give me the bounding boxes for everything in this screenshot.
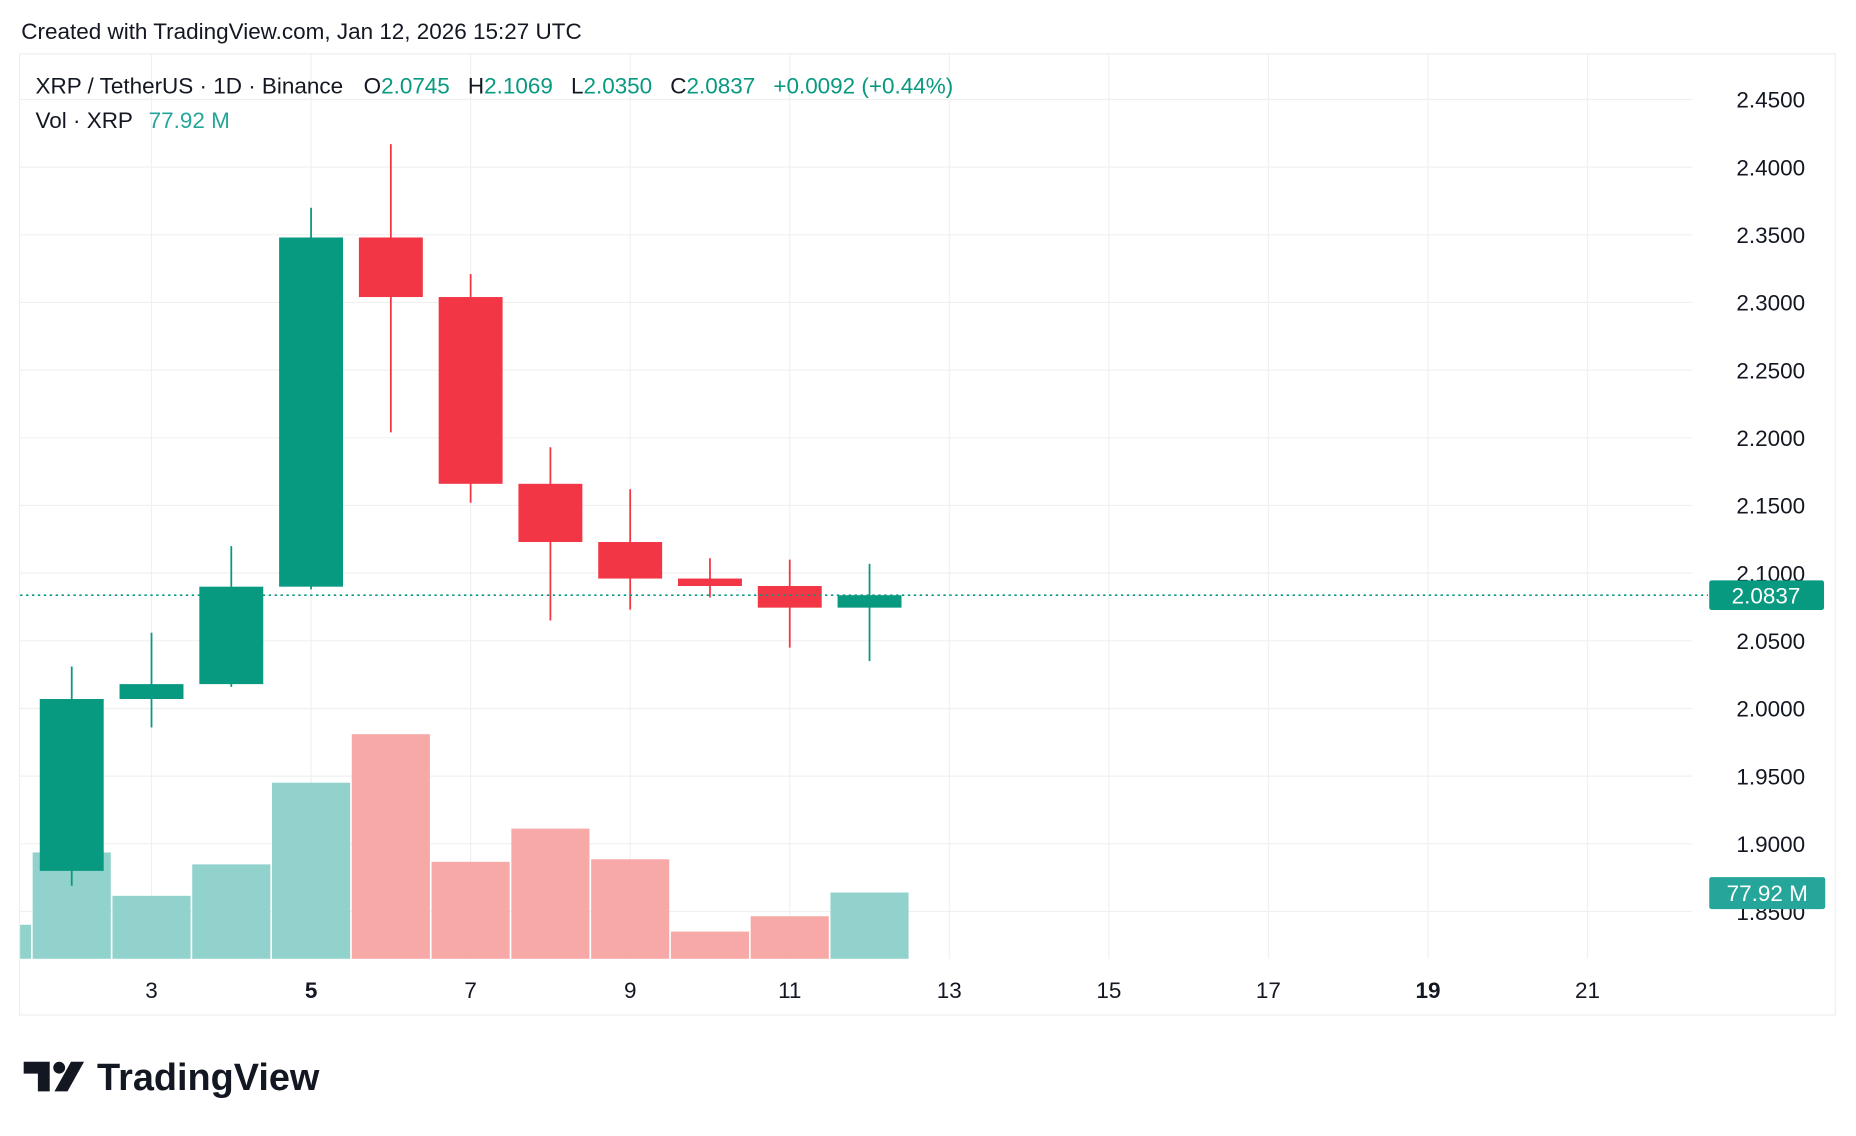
time-tick-label: 9 [624, 978, 637, 1003]
candle-body [757, 585, 822, 608]
created-with-text: Created with TradingView.com, Jan 12, 20… [21, 19, 581, 44]
legend: XRP / TetherUS · 1D · Binance O2.0745 H2… [36, 74, 954, 133]
volume-bar [272, 782, 351, 959]
candle [757, 559, 822, 648]
candle-body [199, 586, 264, 685]
candle-body [678, 578, 742, 586]
legend-open: 2.0745 [381, 74, 450, 99]
price-tag: 2.0837 [1709, 580, 1825, 610]
price-tick-label: 2.2500 [1736, 358, 1805, 383]
time-axis[interactable]: 3 5 7 9 11 13 15 17 19 21 [145, 978, 1600, 1003]
price-tag-text: 2.0837 [1732, 583, 1801, 608]
price-tick-label: 2.2000 [1736, 426, 1805, 451]
candle-body [598, 542, 663, 579]
candle [358, 144, 423, 433]
legend-low: 2.0350 [583, 74, 652, 99]
time-tick-label: 21 [1575, 978, 1600, 1003]
time-tick-label: 15 [1096, 978, 1121, 1003]
candles [39, 144, 902, 886]
candle-body [837, 595, 902, 608]
legend-volume-label: Vol · XRP [36, 108, 133, 133]
time-tick-label: 11 [778, 978, 801, 1003]
volume-bar [750, 916, 829, 959]
candle [279, 207, 344, 590]
price-tick-label: 1.9500 [1736, 764, 1805, 789]
time-tick-label: 7 [464, 978, 477, 1003]
legend-high: 2.1069 [484, 74, 553, 99]
volume-bars [20, 734, 909, 959]
candle [598, 489, 663, 610]
candle [837, 563, 902, 662]
legend-change: +0.0092 (+0.44%) [773, 74, 953, 99]
volume-bar [830, 892, 909, 959]
price-tick-label: 1.9000 [1736, 832, 1805, 857]
legend-close: 2.0837 [687, 74, 756, 99]
price-tick-label: 2.4000 [1736, 155, 1805, 180]
price-tick-label: 2.0000 [1736, 697, 1805, 722]
candle-body [438, 297, 503, 484]
legend-volume: 77.92 M [149, 108, 230, 133]
price-tick-label: 2.4500 [1736, 88, 1805, 113]
price-tick-label: 2.3500 [1736, 223, 1805, 248]
volume-bar [351, 734, 430, 959]
time-tick-label: 5 [305, 978, 317, 1003]
candle-body [119, 684, 184, 700]
tradingview-logo-mark [23, 1061, 85, 1092]
volume-bar [670, 931, 750, 959]
candle-body [39, 699, 104, 871]
volume-tag-text: 77.92 M [1727, 881, 1808, 906]
candle [119, 632, 184, 728]
candle-body [358, 237, 423, 298]
legend-symbol: XRP / TetherUS · 1D · Binance [36, 74, 344, 99]
tradingview-logo-text: TradingView [97, 1057, 320, 1099]
candle [438, 274, 503, 503]
candle-body [279, 237, 344, 587]
volume-bar [591, 859, 670, 959]
volume-bar [112, 895, 191, 959]
volume-bar [20, 924, 32, 959]
svg-text:XRP / TetherUS · 1D · Binance: XRP / TetherUS · 1D · Binance O2.0745 H2… [36, 74, 954, 99]
candle [199, 546, 264, 687]
price-tick-label: 2.1500 [1736, 494, 1805, 519]
candle [518, 447, 583, 621]
time-tick-label: 19 [1415, 978, 1440, 1003]
volume-bar [431, 861, 510, 959]
volume-bar [511, 828, 590, 959]
price-tick-label: 2.0500 [1736, 629, 1805, 654]
candle [39, 666, 104, 886]
grid [20, 54, 1693, 959]
price-tick-label: 2.3000 [1736, 291, 1805, 316]
volume-bar [192, 864, 271, 959]
time-tick-label: 3 [145, 978, 158, 1003]
time-tick-label: 17 [1256, 978, 1281, 1003]
candle-body [518, 483, 583, 543]
volume-tag: 77.92 M [1709, 877, 1826, 910]
candle [678, 558, 742, 598]
svg-text:Vol · XRP 77.92 M: Vol · XRP 77.92 M [36, 108, 230, 133]
time-tick-label: 13 [937, 978, 962, 1003]
tradingview-logo[interactable]: TradingView [23, 1057, 320, 1099]
price-axis[interactable]: 2.4500 2.4000 2.3500 2.3000 2.2500 2.2000 2.15… [1736, 88, 1805, 925]
chart-frame [18, 53, 1836, 1016]
